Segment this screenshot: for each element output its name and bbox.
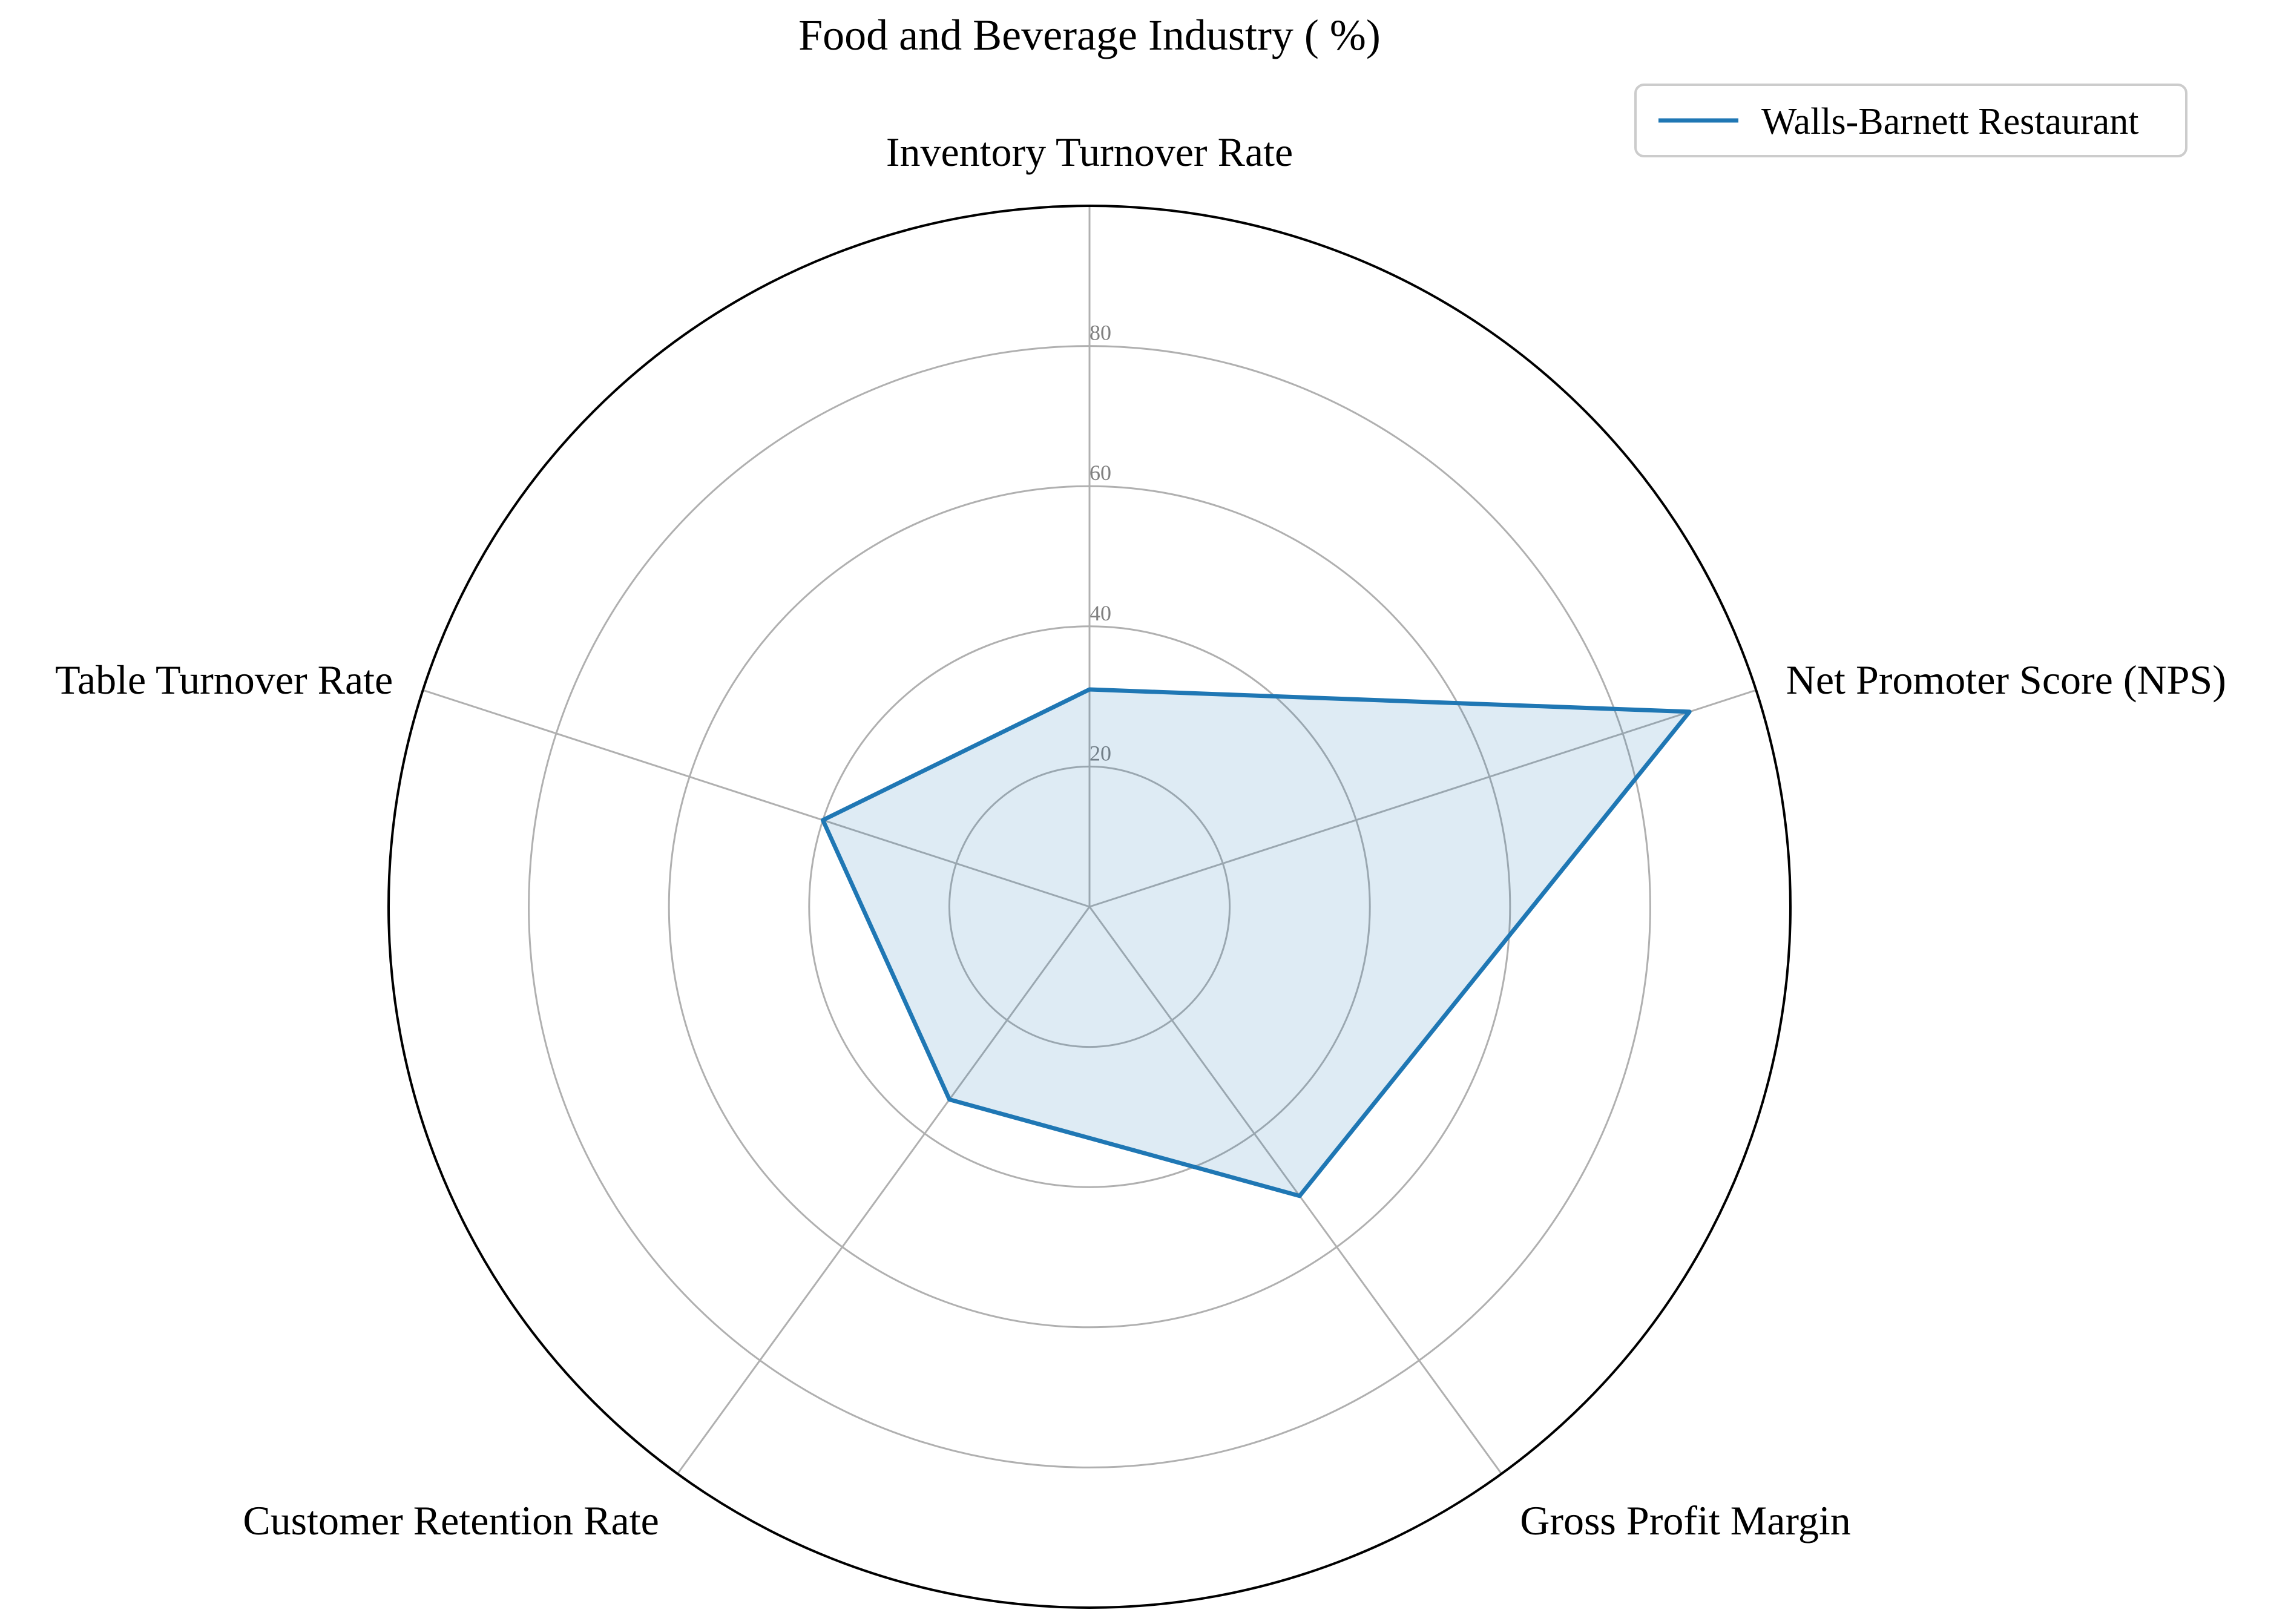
grid-layer: 20 40 60 80 bbox=[387, 205, 1792, 1609]
radial-tick-label-80: 80 bbox=[1090, 321, 1111, 345]
legend-series-label: Walls-Barnett Restaurant bbox=[1761, 101, 2138, 142]
spoke-3 bbox=[677, 906, 1091, 1474]
chart-title: Food and Beverage Industry ( %) bbox=[798, 11, 1381, 59]
category-label-2: Gross Profit Margin bbox=[1520, 1497, 1851, 1543]
series-line-0 bbox=[821, 687, 1692, 1198]
spoke-4 bbox=[422, 689, 1090, 908]
outer-frame bbox=[387, 205, 1792, 1609]
category-label-layer: Inventory Turnover Rate Net Promoter Scor… bbox=[55, 129, 2226, 1543]
series-area-0 bbox=[823, 689, 1690, 1196]
spoke-1 bbox=[1089, 689, 1757, 908]
category-label-0: Inventory Turnover Rate bbox=[886, 129, 1293, 175]
radial-tick-label-20: 20 bbox=[1090, 741, 1111, 765]
legend-frame bbox=[1634, 84, 2187, 157]
category-label-1: Net Promoter Score (NPS) bbox=[1786, 657, 2226, 703]
radial-tick-label-40: 40 bbox=[1090, 601, 1111, 625]
category-label-4: Table Turnover Rate bbox=[55, 657, 393, 703]
legend: Walls-Barnett Restaurant bbox=[1634, 84, 2187, 157]
radial-tick-label-60: 60 bbox=[1090, 461, 1111, 485]
spoke-2 bbox=[1088, 906, 1502, 1474]
category-label-3: Customer Retention Rate bbox=[243, 1497, 659, 1543]
series-layer bbox=[821, 687, 1692, 1198]
